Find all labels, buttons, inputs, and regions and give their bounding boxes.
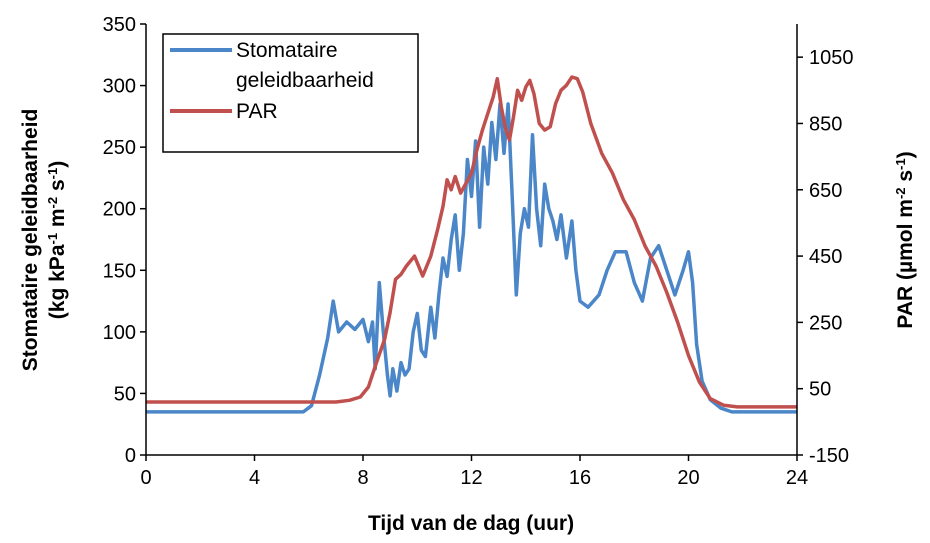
legend-label-stomataire-line2: geleidbaarheid [236,69,374,92]
right-y-tick-label: 250 [809,312,842,334]
x-tick-label: 24 [786,467,808,489]
legend-box [162,33,419,153]
right-y-tick-label: 50 [809,379,831,401]
x-tick-label: 16 [569,467,591,489]
x-tick-label: 0 [140,467,151,489]
axes [140,23,803,461]
right-y-axis-title: PAR (µmol m-2 s-1) [893,151,918,328]
right-y-tick-label: -150 [809,445,849,467]
x-tick-label: 8 [357,467,368,489]
left-y-tick-label: 150 [103,260,136,282]
x-tick-label: 12 [460,467,482,489]
x-axis-title: Tijd van de dag (uur) [368,512,574,535]
right-y-tick-label: 450 [809,246,842,268]
legend-label-par: PAR [236,100,278,123]
left-y-tick-label: 100 [103,322,136,344]
left-y-tick-label: 200 [103,199,136,221]
left-y-tick-label: 350 [103,14,136,36]
left-y-tick-label: 250 [103,137,136,159]
left-y-tick-label: 0 [125,445,136,467]
series-line-stomataire [146,102,797,414]
left-y-tick-label: 50 [114,383,136,405]
left-y-tick-label: 300 [103,76,136,98]
legend-label-stomataire-line1: Stomataire [236,39,338,62]
legend: Stomataire geleidbaarheid PAR [162,33,419,153]
x-tick-label: 4 [249,467,260,489]
plot-area [146,75,797,414]
left-y-axis-title: Stomataire geleidbaarheid (kg kPa-1 m-2 s… [19,109,69,372]
right-y-tick-label: 650 [809,180,842,202]
x-tick-label: 20 [677,467,699,489]
tick-labels: 0 4 8 12 16 20 24 0 50 100 150 200 250 300 350 -150 50 25… [103,14,854,489]
right-y-tick-label: 1050 [809,47,854,69]
right-y-tick-label: 850 [809,113,842,135]
series-line-par [146,75,797,409]
